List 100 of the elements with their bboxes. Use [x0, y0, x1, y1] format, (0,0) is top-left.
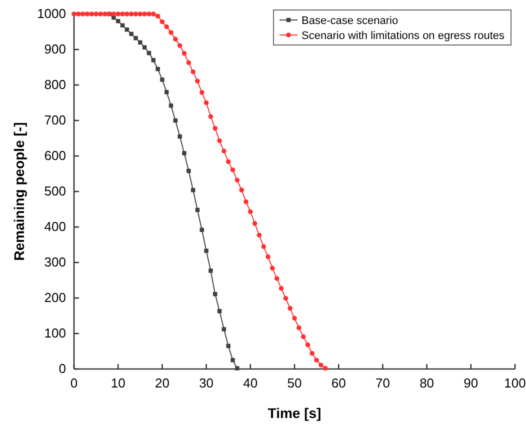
point — [314, 358, 319, 363]
point — [80, 12, 86, 16]
y-tick-label: 100 — [44, 326, 66, 341]
point — [94, 12, 98, 16]
point — [310, 350, 315, 356]
point — [173, 36, 178, 42]
point — [288, 306, 292, 311]
point — [204, 248, 208, 253]
y-tick-label: 900 — [44, 42, 66, 57]
y-tick-label: 700 — [44, 112, 66, 128]
y-axis-title: Remaining people [-] — [11, 122, 27, 261]
point — [178, 134, 182, 139]
x-tick-label: 80 — [420, 376, 434, 391]
point — [208, 114, 214, 119]
x-tick-label: 40 — [243, 376, 258, 391]
point — [204, 100, 209, 106]
point — [274, 276, 280, 281]
point — [120, 23, 125, 28]
point — [292, 316, 297, 321]
point — [239, 188, 244, 192]
x-tick-label: 100 — [504, 376, 526, 391]
y-tick-label: 300 — [44, 254, 66, 270]
point — [266, 254, 270, 260]
point — [200, 228, 204, 232]
point — [186, 60, 192, 66]
point — [124, 12, 130, 16]
point — [160, 78, 164, 82]
point — [244, 199, 248, 204]
legend-label: Base-case scenario — [302, 14, 398, 27]
y-tick-label: 0 — [58, 361, 66, 376]
point — [138, 12, 143, 16]
point — [111, 12, 116, 16]
point — [177, 43, 182, 48]
legend-label: Scenario with limitations on egress routes — [302, 30, 505, 42]
point — [146, 12, 152, 16]
point — [300, 334, 306, 340]
point — [217, 138, 222, 144]
point — [120, 12, 125, 16]
point — [133, 12, 138, 16]
point — [156, 66, 160, 72]
point — [182, 151, 186, 156]
point — [222, 327, 226, 332]
point — [217, 309, 222, 314]
x-tick-label: 60 — [331, 376, 346, 391]
x-tick-label: 10 — [110, 376, 126, 391]
y-tick-label: 400 — [44, 219, 66, 234]
x-tick-label: 30 — [199, 376, 214, 391]
point — [89, 12, 94, 16]
point — [322, 366, 328, 371]
point — [164, 24, 170, 30]
point — [142, 12, 147, 16]
point — [234, 178, 240, 183]
point — [142, 45, 147, 50]
point — [305, 342, 310, 348]
point — [226, 344, 230, 348]
point — [128, 12, 134, 16]
point — [168, 30, 174, 35]
x-tick-label: 50 — [287, 376, 302, 391]
point — [222, 148, 226, 154]
point — [230, 358, 235, 362]
point — [102, 12, 108, 16]
point — [199, 90, 204, 95]
point — [256, 232, 262, 238]
point — [116, 12, 120, 16]
x-tick-label: 70 — [375, 376, 390, 391]
point — [134, 36, 138, 40]
point — [160, 19, 165, 24]
point — [72, 12, 76, 16]
point — [230, 167, 236, 172]
point — [283, 296, 288, 301]
point — [212, 126, 218, 131]
y-tick-label: 1000 — [37, 6, 66, 22]
point — [278, 286, 284, 291]
point — [155, 14, 160, 19]
point — [129, 32, 134, 36]
x-tick-label: 0 — [70, 376, 78, 391]
y-tick-label: 200 — [44, 290, 66, 306]
point — [318, 362, 324, 368]
x-tick-label: 20 — [154, 376, 170, 391]
point — [182, 51, 187, 56]
point — [226, 159, 231, 164]
point — [270, 266, 275, 271]
point — [252, 221, 258, 226]
point — [138, 40, 142, 45]
y-tick-label: 800 — [44, 77, 66, 92]
point — [261, 244, 266, 249]
y-tick-label: 600 — [44, 148, 66, 164]
x-axis-title: Time [s] — [268, 405, 322, 421]
point — [84, 12, 90, 16]
point — [195, 78, 200, 84]
point — [296, 325, 302, 330]
point — [98, 12, 103, 16]
point — [186, 168, 191, 174]
point — [151, 58, 156, 62]
y-tick-label: 500 — [44, 184, 66, 199]
point — [150, 12, 156, 16]
x-tick-label: 90 — [464, 376, 478, 391]
point — [235, 366, 240, 370]
point — [248, 209, 253, 214]
point — [208, 268, 213, 273]
